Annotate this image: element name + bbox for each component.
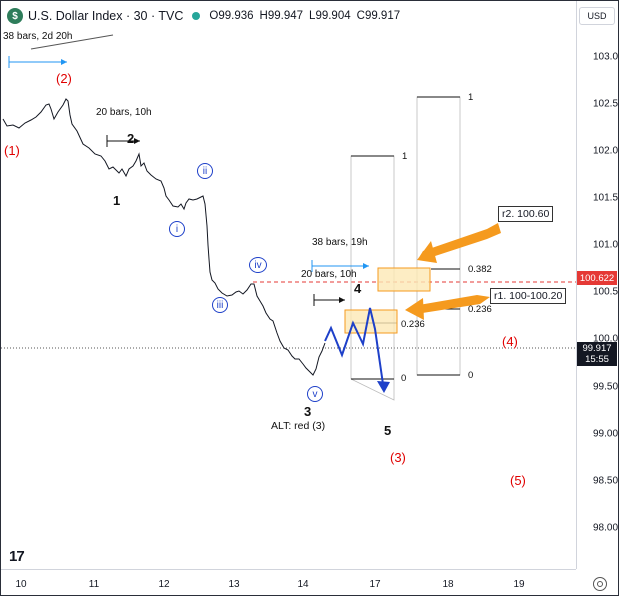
price-tick: 101.500: [593, 192, 619, 204]
price-series: [2, 98, 326, 376]
fib-level-0382: 0.382: [468, 264, 492, 275]
time-axis[interactable]: [1, 569, 576, 595]
time-tick: 11: [88, 579, 100, 590]
bars-label-38: 38 bars, 19h: [312, 237, 368, 248]
wave-circle-iv: iv: [249, 257, 267, 273]
gear-icon[interactable]: [593, 577, 607, 591]
price-tick: 101.000: [593, 239, 619, 251]
r2-label: r2. 100.60: [498, 206, 554, 222]
currency-selector[interactable]: USD: [579, 7, 615, 25]
wave-label-red-1: (1): [4, 143, 20, 158]
ohlc-high: H99.947: [259, 10, 304, 22]
ohlc-open: O99.936: [209, 10, 254, 22]
bars-label-top: 38 bars, 2d 20h: [3, 31, 73, 42]
bars-label-2: 20 bars, 10h: [96, 107, 152, 118]
bars-label-20: 20 bars, 10h: [301, 269, 357, 280]
wave-circle-i: i: [169, 221, 185, 237]
time-tick: 18: [442, 579, 454, 590]
fib-level-0a: 0: [401, 373, 407, 384]
price-tick: 99.000: [593, 428, 619, 440]
fib-level-0236b: 0.236: [468, 304, 492, 315]
fib-level-0236a: 0.236: [401, 319, 425, 330]
price-tick: 100.500: [593, 286, 619, 298]
time-tick: 17: [369, 579, 381, 590]
price-tick: 102.000: [593, 145, 619, 157]
fib-channel-2: [416, 96, 461, 376]
arrow-r1: [411, 295, 490, 314]
price-tick: 102.500: [593, 98, 619, 110]
wave-label-4: 4: [354, 281, 362, 296]
wave-label-red-3: (3): [390, 450, 406, 465]
time-tick: 12: [158, 579, 170, 590]
chart-header: $ U.S. Dollar Index · 30 · TVC O99.936 H…: [1, 1, 576, 31]
wave-label-red-5: (5): [510, 473, 526, 488]
current-price-value: 99.917: [582, 343, 612, 354]
r1-label: r1. 100-100.20: [490, 288, 567, 304]
ohlc-low: L99.904: [309, 10, 351, 22]
tradingview-logo-icon[interactable]: 17: [9, 548, 25, 565]
time-tick: 13: [228, 579, 240, 590]
wave-label-red-4: (4): [502, 334, 518, 349]
fib-level-1a: 1: [402, 151, 408, 162]
wave-label-3: 3: [304, 404, 312, 419]
price-tick: 99.500: [593, 381, 619, 393]
price-tick: 103.000: [593, 51, 619, 63]
price-tick: 98.500: [593, 475, 619, 487]
price-chart[interactable]: [1, 1, 576, 569]
wave-label-1: 1: [113, 193, 121, 208]
trendline: [30, 34, 114, 50]
fib-level-0b: 0: [468, 370, 474, 381]
wave-label-2: 2: [127, 131, 135, 146]
ohlc-close: C99.917: [356, 10, 401, 22]
alt-label: ALT: red (3): [271, 420, 326, 432]
time-tick: 10: [15, 579, 27, 590]
resistance-price-label: 100.622: [577, 271, 617, 285]
wave-circle-iii: iii: [212, 297, 228, 313]
time-tick: 19: [513, 579, 525, 590]
bar-countdown: 15:55: [585, 354, 609, 365]
price-axis[interactable]: [576, 1, 618, 569]
zone-r2: [377, 267, 431, 292]
wave-label-red-2: (2): [56, 71, 72, 86]
market-status-dot: [192, 12, 201, 20]
arrow-r2: [420, 223, 501, 258]
current-price-label: 99.917 15:55: [577, 342, 617, 366]
time-tick: 14: [297, 579, 309, 590]
wave-label-5: 5: [384, 423, 392, 438]
price-tick: 100.000: [593, 333, 619, 345]
symbol-logo: $: [7, 8, 23, 24]
fib-level-1b: 1: [468, 92, 474, 103]
wave-circle-ii: ii: [197, 163, 213, 179]
symbol-title[interactable]: U.S. Dollar Index · 30 · TVC: [28, 9, 184, 23]
projection-path: [324, 307, 385, 392]
wave-circle-v: v: [307, 386, 323, 402]
price-tick: 98.000: [593, 522, 619, 534]
